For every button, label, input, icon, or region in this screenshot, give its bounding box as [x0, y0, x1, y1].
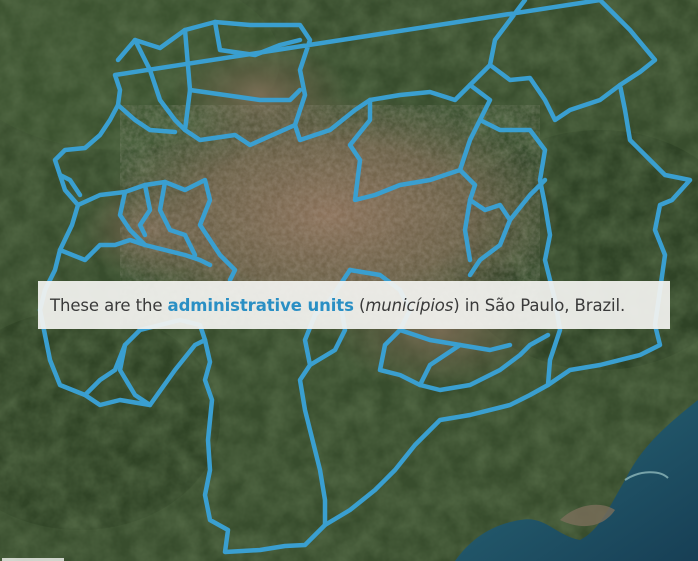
boundary-segment[interactable]: [157, 179, 198, 258]
boundary-segment[interactable]: [137, 182, 153, 238]
metro-outer-boundary[interactable]: [37, 0, 693, 555]
boundary-segment[interactable]: [417, 342, 463, 388]
boundary-segment[interactable]: [462, 197, 473, 263]
coastline: [455, 400, 698, 561]
caption-paren-open: (: [353, 295, 366, 315]
boundary-segment[interactable]: [115, 102, 178, 135]
boundary-segment[interactable]: [117, 342, 153, 408]
boundary-segment[interactable]: [117, 189, 148, 248]
boundary-segment[interactable]: [487, 62, 623, 123]
caption-italic-term: municípios: [365, 295, 454, 315]
boundary-segment[interactable]: [187, 87, 303, 103]
scale-bar: [2, 558, 64, 561]
boundary-segment[interactable]: [477, 117, 563, 388]
boundary-segment[interactable]: [507, 177, 548, 223]
caption-paren-close: ) in: [453, 295, 485, 315]
boundary-segment[interactable]: [457, 167, 513, 278]
caption-suffix: São Paulo, Brazil.: [484, 295, 626, 315]
caption-prefix: These are the: [50, 295, 168, 315]
boundary-segment[interactable]: [132, 37, 188, 133]
boundary-segment[interactable]: [57, 172, 83, 198]
map-caption: These are the administrative units ( mun…: [38, 281, 670, 329]
caption-highlight-link[interactable]: administrative units: [167, 295, 354, 315]
boundary-segment[interactable]: [57, 237, 213, 268]
boundary-segment[interactable]: [212, 19, 303, 58]
